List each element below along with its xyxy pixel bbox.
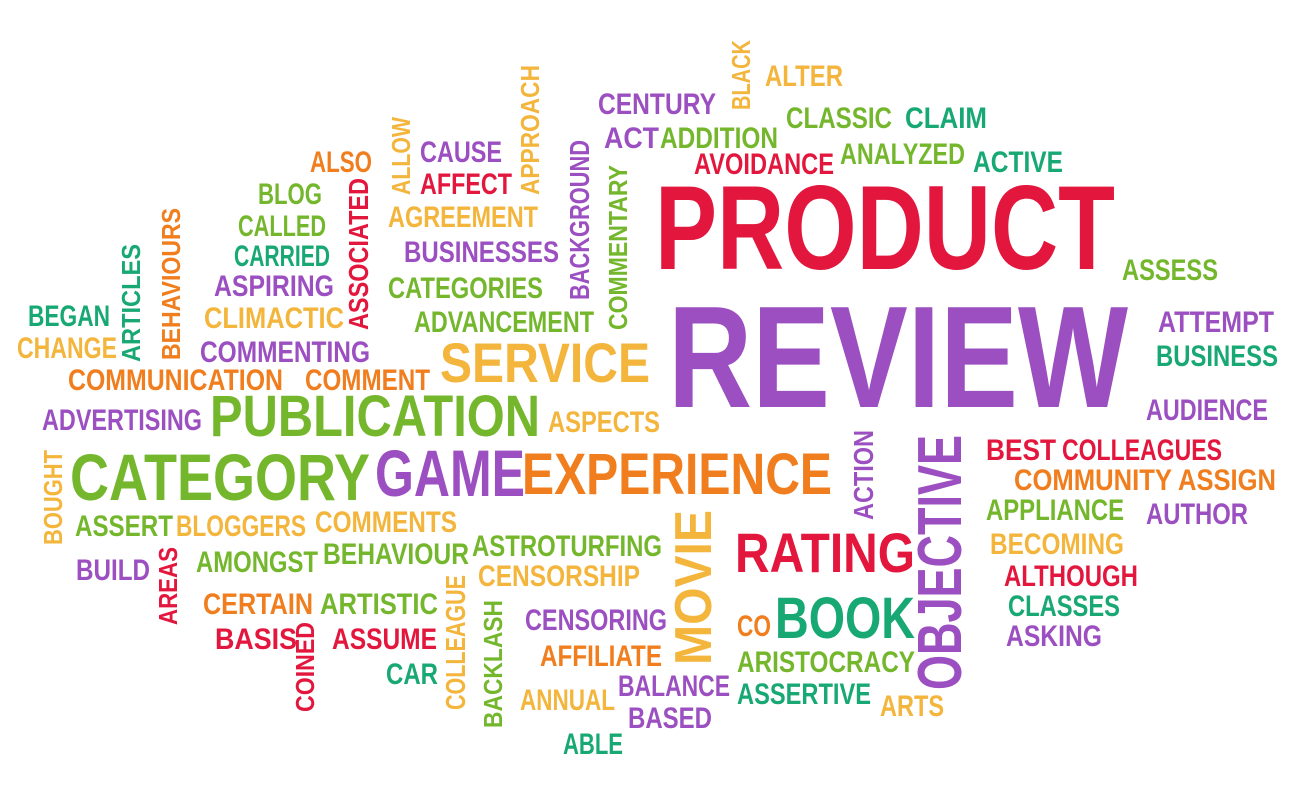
word-arts: ARTS <box>880 690 944 723</box>
word-articles: ARTICLES <box>116 244 146 362</box>
word-although: ALTHOUGH <box>1004 560 1138 593</box>
word-called: CALLED <box>238 210 326 243</box>
word-black: BLACK <box>726 40 756 110</box>
word-certain: CERTAIN <box>203 588 313 621</box>
word-areas: AREAS <box>153 547 183 625</box>
word-able: ABLE <box>563 728 623 761</box>
word-movie: MOVIE <box>665 510 723 665</box>
word-associated: ASSOCIATED <box>343 178 374 330</box>
word-classes: CLASSES <box>1008 590 1120 623</box>
word-community: COMMUNITY <box>1014 464 1172 497</box>
word-colleague: COLLEAGUE <box>440 575 471 710</box>
word-product: PRODUCT <box>655 161 1115 295</box>
word-build: BUILD <box>76 554 150 587</box>
word-analyzed: ANALYZED <box>840 138 965 171</box>
word-aristocracy: ARISTOCRACY <box>737 646 915 679</box>
word-comment: COMMENT <box>305 364 430 397</box>
word-alter: ALTER <box>765 60 843 93</box>
word-active: ACTIVE <box>973 146 1063 179</box>
word-allow: ALLOW <box>386 117 416 195</box>
word-comments: COMMENTS <box>315 506 457 539</box>
word-agreement: AGREEMENT <box>388 201 538 234</box>
word-blog: BLOG <box>258 178 322 211</box>
word-action: ACTION <box>848 430 879 520</box>
word-review: REVIEW <box>668 276 1128 438</box>
word-aspiring: ASPIRING <box>214 270 334 303</box>
word-climactic: CLIMACTIC <box>204 302 344 335</box>
word-addition: ADDITION <box>660 122 778 155</box>
word-appliance: APPLIANCE <box>986 494 1124 527</box>
word-assert: ASSERT <box>75 510 173 543</box>
word-backlash: BACKLASH <box>478 600 508 728</box>
word-act: ACT <box>604 122 659 155</box>
word-claim: CLAIM <box>905 102 987 135</box>
word-publication: PUBLICATION <box>210 384 540 449</box>
word-century: CENTURY <box>598 88 716 121</box>
word-censorship: CENSORSHIP <box>478 560 640 593</box>
word-asking: ASKING <box>1006 620 1102 653</box>
word-classic: CLASSIC <box>786 102 892 135</box>
word-co: CO <box>737 610 771 643</box>
word-objective: OBJECTIVE <box>906 435 975 690</box>
word-change: CHANGE <box>17 332 117 365</box>
word-also: ALSO <box>310 146 372 179</box>
word-commenting: COMMENTING <box>200 336 370 369</box>
word-audience: AUDIENCE <box>1146 394 1268 427</box>
word-experience: EXPERIENCE <box>522 442 832 507</box>
word-bought: BOUGHT <box>38 450 68 545</box>
word-carried: CARRIED <box>234 240 330 273</box>
word-businesses: BUSINESSES <box>404 236 559 269</box>
word-assertive: ASSERTIVE <box>737 678 871 711</box>
word-service: SERVICE <box>440 331 650 394</box>
word-best: BEST <box>986 434 1056 467</box>
word-car: CAR <box>386 658 438 691</box>
word-behaviour: BEHAVIOUR <box>323 538 469 571</box>
word-amongst: AMONGST <box>196 546 318 579</box>
word-bloggers: BLOGGERS <box>176 510 306 543</box>
word-artistic: ARTISTIC <box>320 588 438 621</box>
word-game: GAME <box>375 436 525 510</box>
word-affiliate: AFFILIATE <box>540 640 662 673</box>
word-astroturfing: ASTROTURFING <box>472 530 662 563</box>
word-business: BUSINESS <box>1156 340 1278 373</box>
word-rating: RATING <box>735 521 915 584</box>
word-background: BACKGROUND <box>564 140 595 300</box>
word-assign: ASSIGN <box>1178 464 1276 497</box>
word-colleagues: COLLEAGUES <box>1062 434 1222 467</box>
word-author: AUTHOR <box>1146 498 1248 531</box>
word-behaviours: BEHAVIOURS <box>156 208 186 360</box>
word-cause: CAUSE <box>420 136 502 169</box>
word-becoming: BECOMING <box>990 528 1124 561</box>
word-communication: COMMUNICATION <box>68 364 283 397</box>
word-attempt: ATTEMPT <box>1158 306 1274 339</box>
word-censoring: CENSORING <box>525 604 667 637</box>
word-based: BASED <box>628 702 712 735</box>
word-aspects: ASPECTS <box>548 406 660 439</box>
word-advancement: ADVANCEMENT <box>414 306 594 339</box>
word-began: BEGAN <box>28 300 110 333</box>
word-approach: APPROACH <box>515 65 545 195</box>
word-avoidance: AVOIDANCE <box>694 148 834 181</box>
word-book: BOOK <box>775 586 915 651</box>
word-categories: CATEGORIES <box>388 272 543 305</box>
word-advertising: ADVERTISING <box>42 404 202 437</box>
word-basis: BASIS <box>215 623 297 656</box>
word-assess: ASSESS <box>1122 254 1218 287</box>
word-annual: ANNUAL <box>520 684 615 717</box>
word-commentary: COMMENTARY <box>603 165 633 330</box>
word-balance: BALANCE <box>618 670 730 703</box>
word-affect: AFFECT <box>420 168 512 201</box>
word-category: CATEGORY <box>70 440 370 514</box>
word-assume: ASSUME <box>332 623 437 656</box>
